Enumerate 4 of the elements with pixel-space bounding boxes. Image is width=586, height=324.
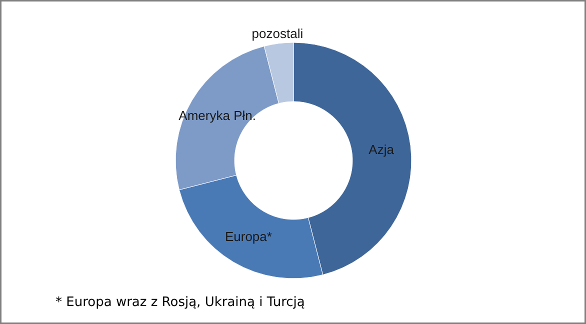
slice-label: Europa* xyxy=(224,229,272,244)
text: * Europa wraz z Rosją, Ukrainą i Turcją xyxy=(56,295,305,310)
slice-label: Azja xyxy=(368,142,395,157)
slice-label: pozostali xyxy=(252,26,304,42)
